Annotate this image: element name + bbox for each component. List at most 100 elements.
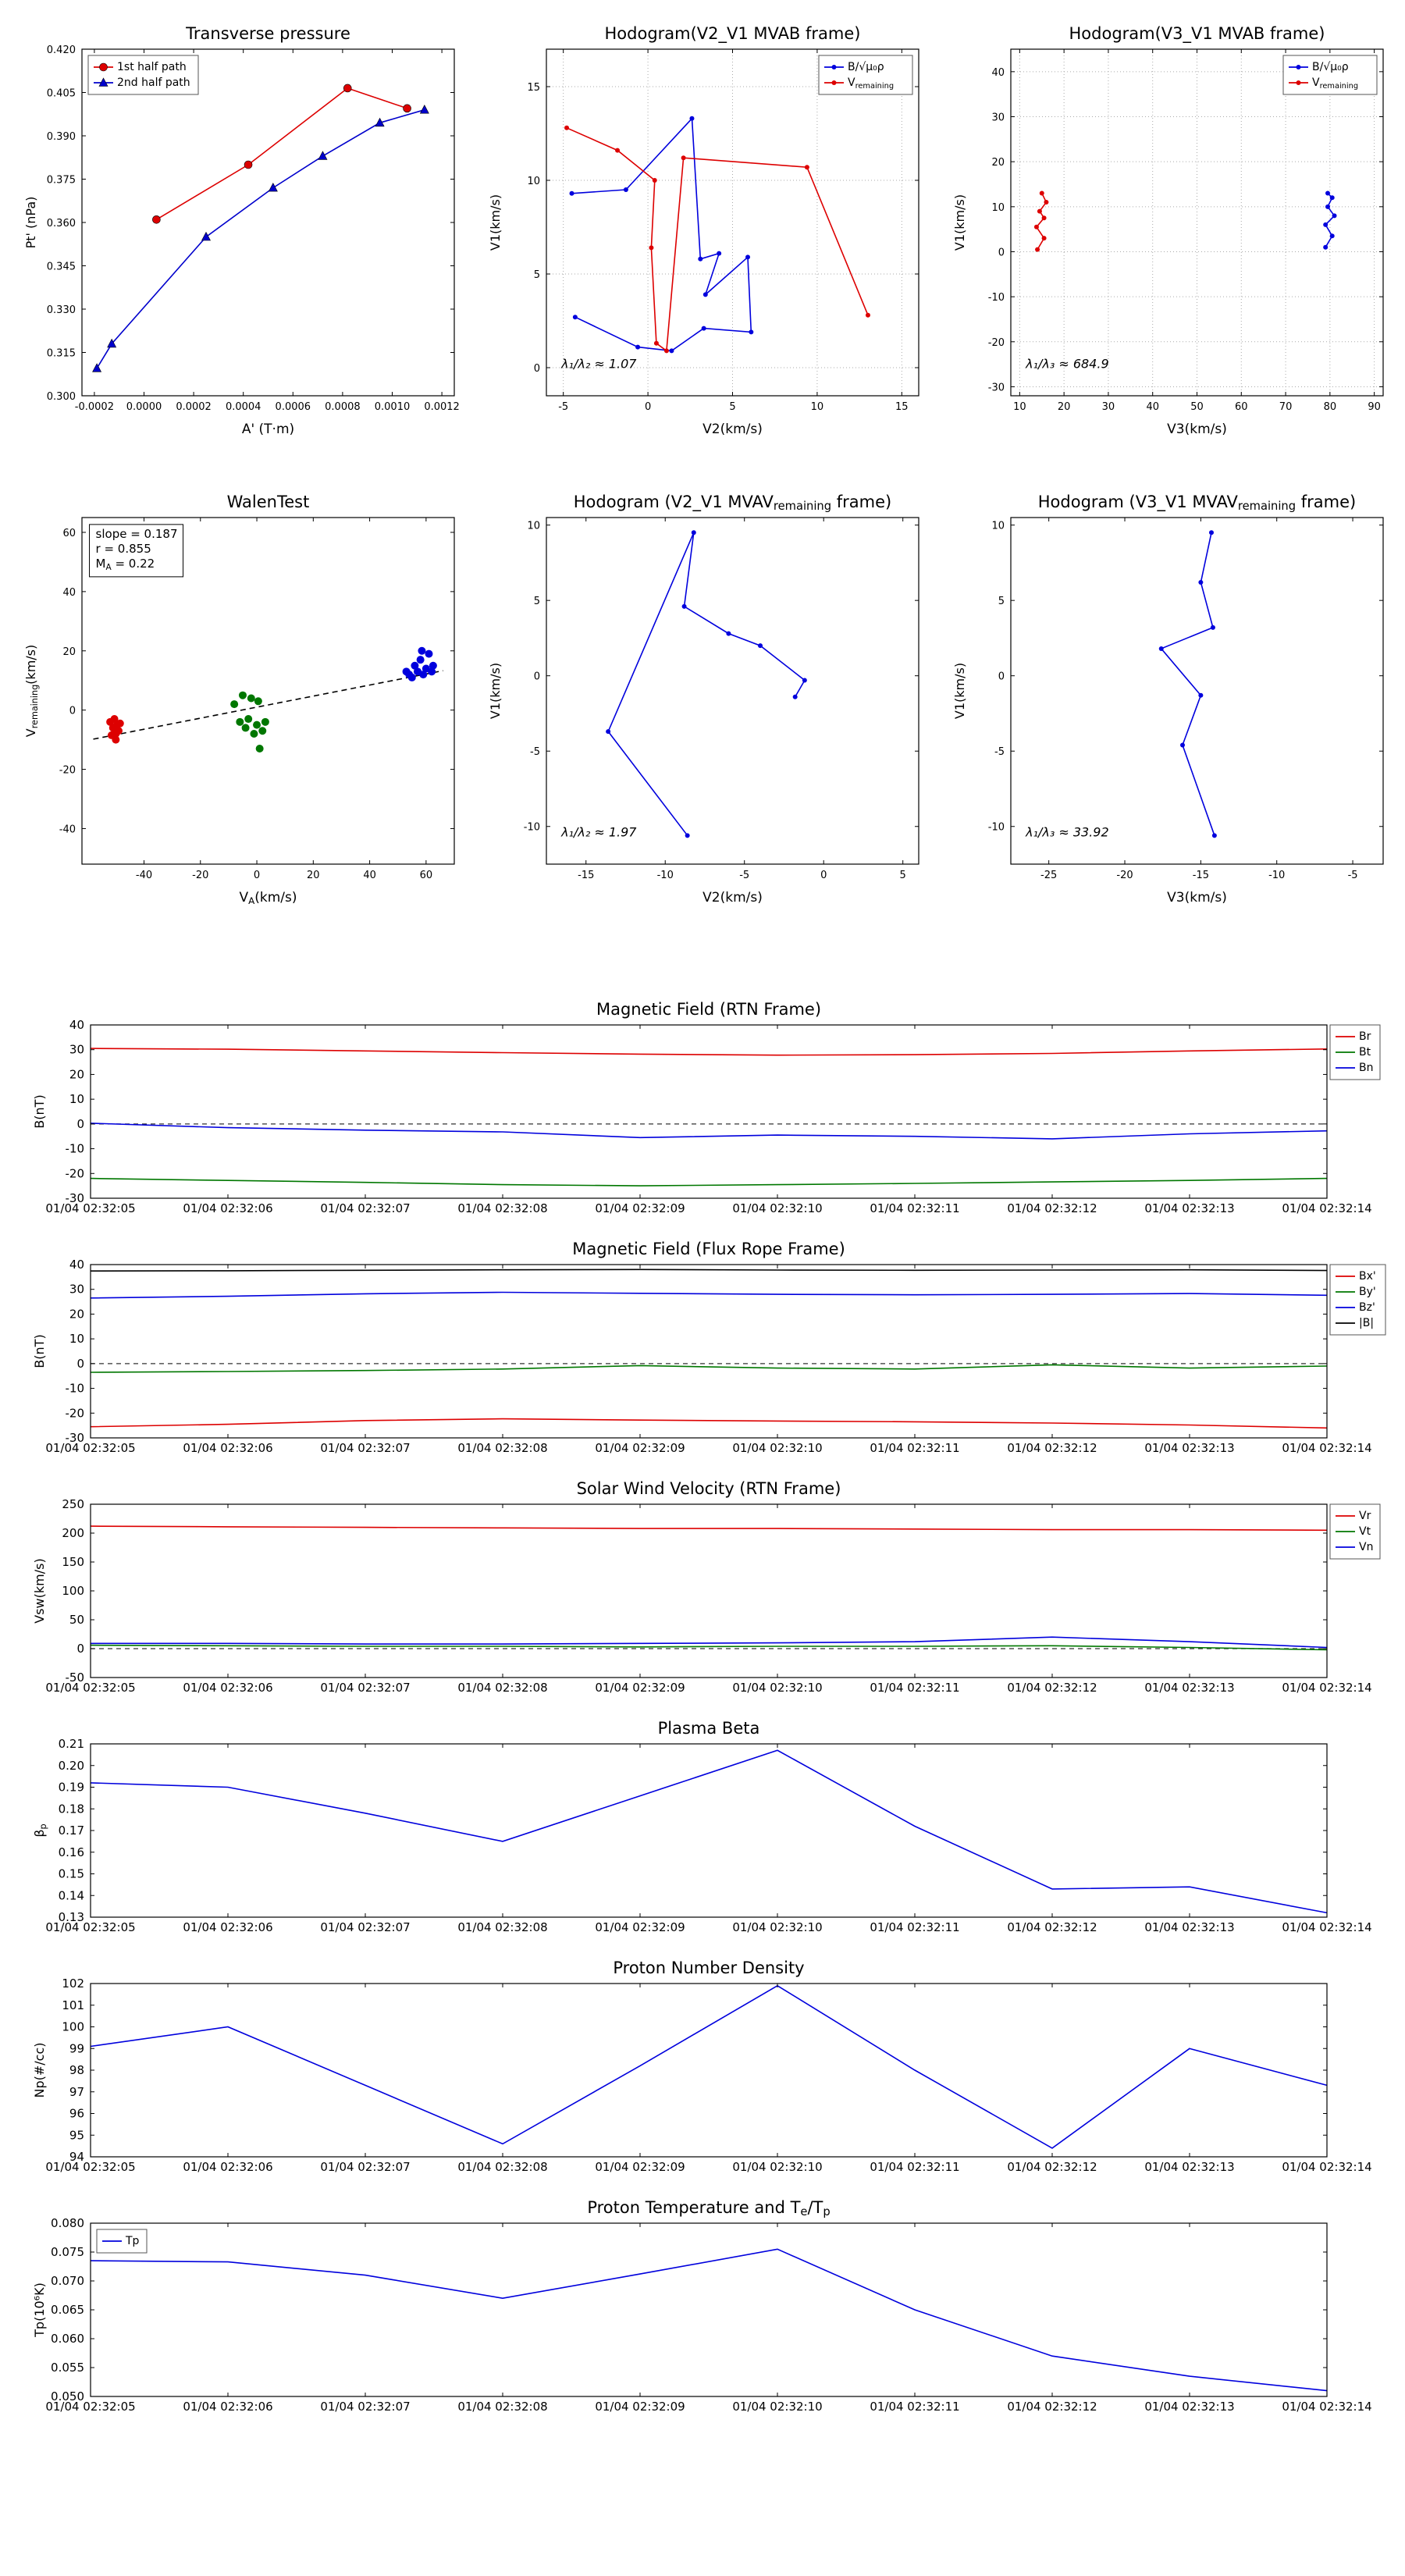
- svg-text:0.0012: 0.0012: [424, 401, 460, 413]
- svg-text:-20: -20: [192, 870, 208, 881]
- svg-text:10: 10: [69, 1092, 84, 1106]
- svg-text:01/04 02:32:07: 01/04 02:32:07: [320, 2400, 410, 2414]
- svg-text:30: 30: [69, 1283, 84, 1297]
- svg-text:20: 20: [1058, 401, 1071, 413]
- svg-text:60: 60: [62, 528, 76, 539]
- svg-text:90: 90: [1368, 401, 1381, 413]
- svg-text:15: 15: [895, 401, 909, 413]
- svg-text:0: 0: [76, 1642, 84, 1656]
- svg-text:0.0004: 0.0004: [226, 401, 261, 413]
- svg-text:20: 20: [62, 646, 76, 658]
- svg-text:-30: -30: [66, 1191, 85, 1205]
- svg-text:0.16: 0.16: [59, 1845, 84, 1859]
- svg-text:01/04 02:32:12: 01/04 02:32:12: [1007, 2160, 1097, 2174]
- svg-text:B(nT): B(nT): [32, 1334, 47, 1368]
- svg-text:Bz': Bz': [1359, 1301, 1375, 1314]
- svg-text:10: 10: [991, 202, 1005, 214]
- mag-fluxrope-svg: 01/04 02:32:05 01/04 02:32:06 01/04 02:32:…: [32, 1240, 1386, 1455]
- svg-text:01/04 02:32:09: 01/04 02:32:09: [595, 1920, 685, 1934]
- svg-text:Vremaining(km/s): Vremaining(km/s): [23, 645, 40, 738]
- svg-text:01/04 02:32:11: 01/04 02:32:11: [870, 2400, 959, 2414]
- svg-text:-10: -10: [988, 822, 1005, 834]
- svg-text:40: 40: [69, 1258, 84, 1272]
- svg-text:101: 101: [62, 1998, 84, 2012]
- svg-text:-5: -5: [994, 746, 1005, 758]
- svg-text:B/√μ₀ρ: B/√μ₀ρ: [1312, 61, 1349, 73]
- svg-text:Tp: Tp: [125, 2235, 140, 2247]
- svg-text:10: 10: [991, 521, 1005, 532]
- svg-text:Solar Wind Velocity (RTN Frame: Solar Wind Velocity (RTN Frame): [577, 1479, 841, 1498]
- svg-text:01/04 02:32:13: 01/04 02:32:13: [1144, 1681, 1234, 1695]
- svg-text:-20: -20: [66, 1166, 85, 1180]
- svg-text:01/04 02:32:08: 01/04 02:32:08: [457, 2160, 547, 2174]
- mag-rtn-svg: 01/04 02:32:05 01/04 02:32:06 01/04 02:32:…: [32, 1000, 1381, 1215]
- svg-text:0.375: 0.375: [47, 175, 76, 187]
- svg-text:0.360: 0.360: [47, 218, 76, 229]
- plasma-beta-chart: 01/04 02:32:05 01/04 02:32:06 01/04 02:32:…: [16, 1714, 1389, 1948]
- svg-text:0.19: 0.19: [59, 1781, 84, 1795]
- svg-text:Hodogram (V2_V1 MVAVremaining: Hodogram (V2_V1 MVAVremaining frame): [574, 493, 891, 513]
- svg-text:250: 250: [62, 1497, 84, 1511]
- svg-text:WalenTest: WalenTest: [227, 493, 310, 511]
- svg-text:01/04 02:32:13: 01/04 02:32:13: [1144, 2160, 1234, 2174]
- svg-text:Vr: Vr: [1359, 1510, 1371, 1522]
- svg-text:-10: -10: [657, 870, 674, 881]
- svg-text:r = 0.855: r = 0.855: [96, 542, 151, 556]
- svg-text:30: 30: [1102, 401, 1115, 413]
- svg-text:5: 5: [998, 596, 1005, 607]
- svg-text:01/04 02:32:06: 01/04 02:32:06: [183, 2160, 272, 2174]
- svg-text:0: 0: [76, 1117, 84, 1131]
- svg-text:01/04 02:32:05: 01/04 02:32:05: [45, 1441, 135, 1455]
- svg-text:10: 10: [527, 176, 540, 187]
- svg-text:40: 40: [1146, 401, 1159, 413]
- svg-text:01/04 02:32:08: 01/04 02:32:08: [457, 1681, 547, 1695]
- svg-text:-10: -10: [524, 822, 540, 834]
- svg-text:01/04 02:32:08: 01/04 02:32:08: [457, 2400, 547, 2414]
- svg-text:5: 5: [900, 870, 906, 881]
- hodogram-v2v1-mvav-chart: -15 -10 -5 0 5 -10 -5 0 5 10 Hodogram (V2_V1 MVAVr…: [472, 480, 933, 917]
- transverse-pressure-chart: -0.0002 0.0000 0.0002 0.0004 0.0006 0.0008 0.0…: [8, 12, 468, 449]
- svg-text:-30: -30: [66, 1431, 85, 1445]
- svg-text:01/04 02:32:06: 01/04 02:32:06: [183, 1681, 272, 1695]
- svg-text:20: 20: [69, 1067, 84, 1081]
- svg-text:01/04 02:32:11: 01/04 02:32:11: [870, 2160, 959, 2174]
- svg-text:V1(km/s): V1(km/s): [488, 663, 503, 719]
- svg-text:01/04 02:32:11: 01/04 02:32:11: [870, 1441, 959, 1455]
- svg-text:-50: -50: [66, 1670, 85, 1685]
- svg-text:V1(km/s): V1(km/s): [952, 663, 967, 719]
- svg-text:V1(km/s): V1(km/s): [952, 194, 967, 251]
- svg-text:0.20: 0.20: [59, 1759, 84, 1773]
- svg-text:-20: -20: [59, 765, 76, 777]
- svg-text:98: 98: [69, 2063, 84, 2077]
- svg-text:-25: -25: [1040, 870, 1057, 881]
- svg-text:Bt: Bt: [1359, 1046, 1371, 1059]
- svg-text:-5: -5: [1348, 870, 1358, 881]
- hodogram-v3v1-mvav-svg: -25 -20 -15 -10 -5 -10 -5 0 5 10 Hodogram (V3_V1 M…: [952, 493, 1384, 906]
- proton-density-chart: 01/04 02:32:05 01/04 02:32:06 01/04 02:32:…: [16, 1954, 1389, 2188]
- hodogram-v3v1-mvab-svg: 10 20 30 40 50 60 70 80 90 -30 -20 -10 0 10 20 30 40 Hodo…: [952, 24, 1384, 437]
- mag-rtn-chart: 01/04 02:32:05 01/04 02:32:06 01/04 02:32:…: [16, 995, 1389, 1229]
- svg-text:200: 200: [62, 1526, 84, 1540]
- svg-text:λ₁/λ₃ ≈ 684.9: λ₁/λ₃ ≈ 684.9: [1025, 356, 1109, 371]
- svg-text:0.0006: 0.0006: [276, 401, 311, 413]
- svg-text:0.21: 0.21: [59, 1737, 84, 1751]
- svg-text:λ₁/λ₂ ≈ 1.97: λ₁/λ₂ ≈ 1.97: [560, 824, 637, 839]
- svg-text:Hodogram (V3_V1 MVAVremaining: Hodogram (V3_V1 MVAVremaining frame): [1038, 493, 1356, 513]
- svg-text:0.075: 0.075: [51, 2245, 84, 2259]
- svg-text:Proton Number Density: Proton Number Density: [613, 1959, 804, 1977]
- svg-text:0.15: 0.15: [59, 1867, 84, 1881]
- vsw-rtn-svg: 01/04 02:32:05 01/04 02:32:06 01/04 02:32:…: [32, 1479, 1381, 1695]
- svg-text:0.330: 0.330: [47, 304, 76, 316]
- svg-text:01/04 02:32:11: 01/04 02:32:11: [870, 1920, 959, 1934]
- svg-text:0.0000: 0.0000: [126, 401, 162, 413]
- svg-text:5: 5: [534, 269, 540, 281]
- svg-text:20: 20: [991, 157, 1005, 169]
- svg-text:30: 30: [69, 1043, 84, 1057]
- hodogram-v3v1-mvav-chart: -25 -20 -15 -10 -5 -10 -5 0 5 10 Hodogram (V3_V1 M…: [937, 480, 1397, 917]
- svg-text:0: 0: [534, 363, 540, 375]
- svg-text:70: 70: [1279, 401, 1293, 413]
- plasma-beta-svg: 01/04 02:32:05 01/04 02:32:06 01/04 02:32:…: [32, 1719, 1372, 1934]
- walen-test-svg: -40 -20 0 20 40 60 -40 -20 0 20 40 60 WalenTest VA(km…: [23, 493, 455, 906]
- svg-text:01/04 02:32:09: 01/04 02:32:09: [595, 1681, 685, 1695]
- svg-text:-5: -5: [558, 401, 568, 413]
